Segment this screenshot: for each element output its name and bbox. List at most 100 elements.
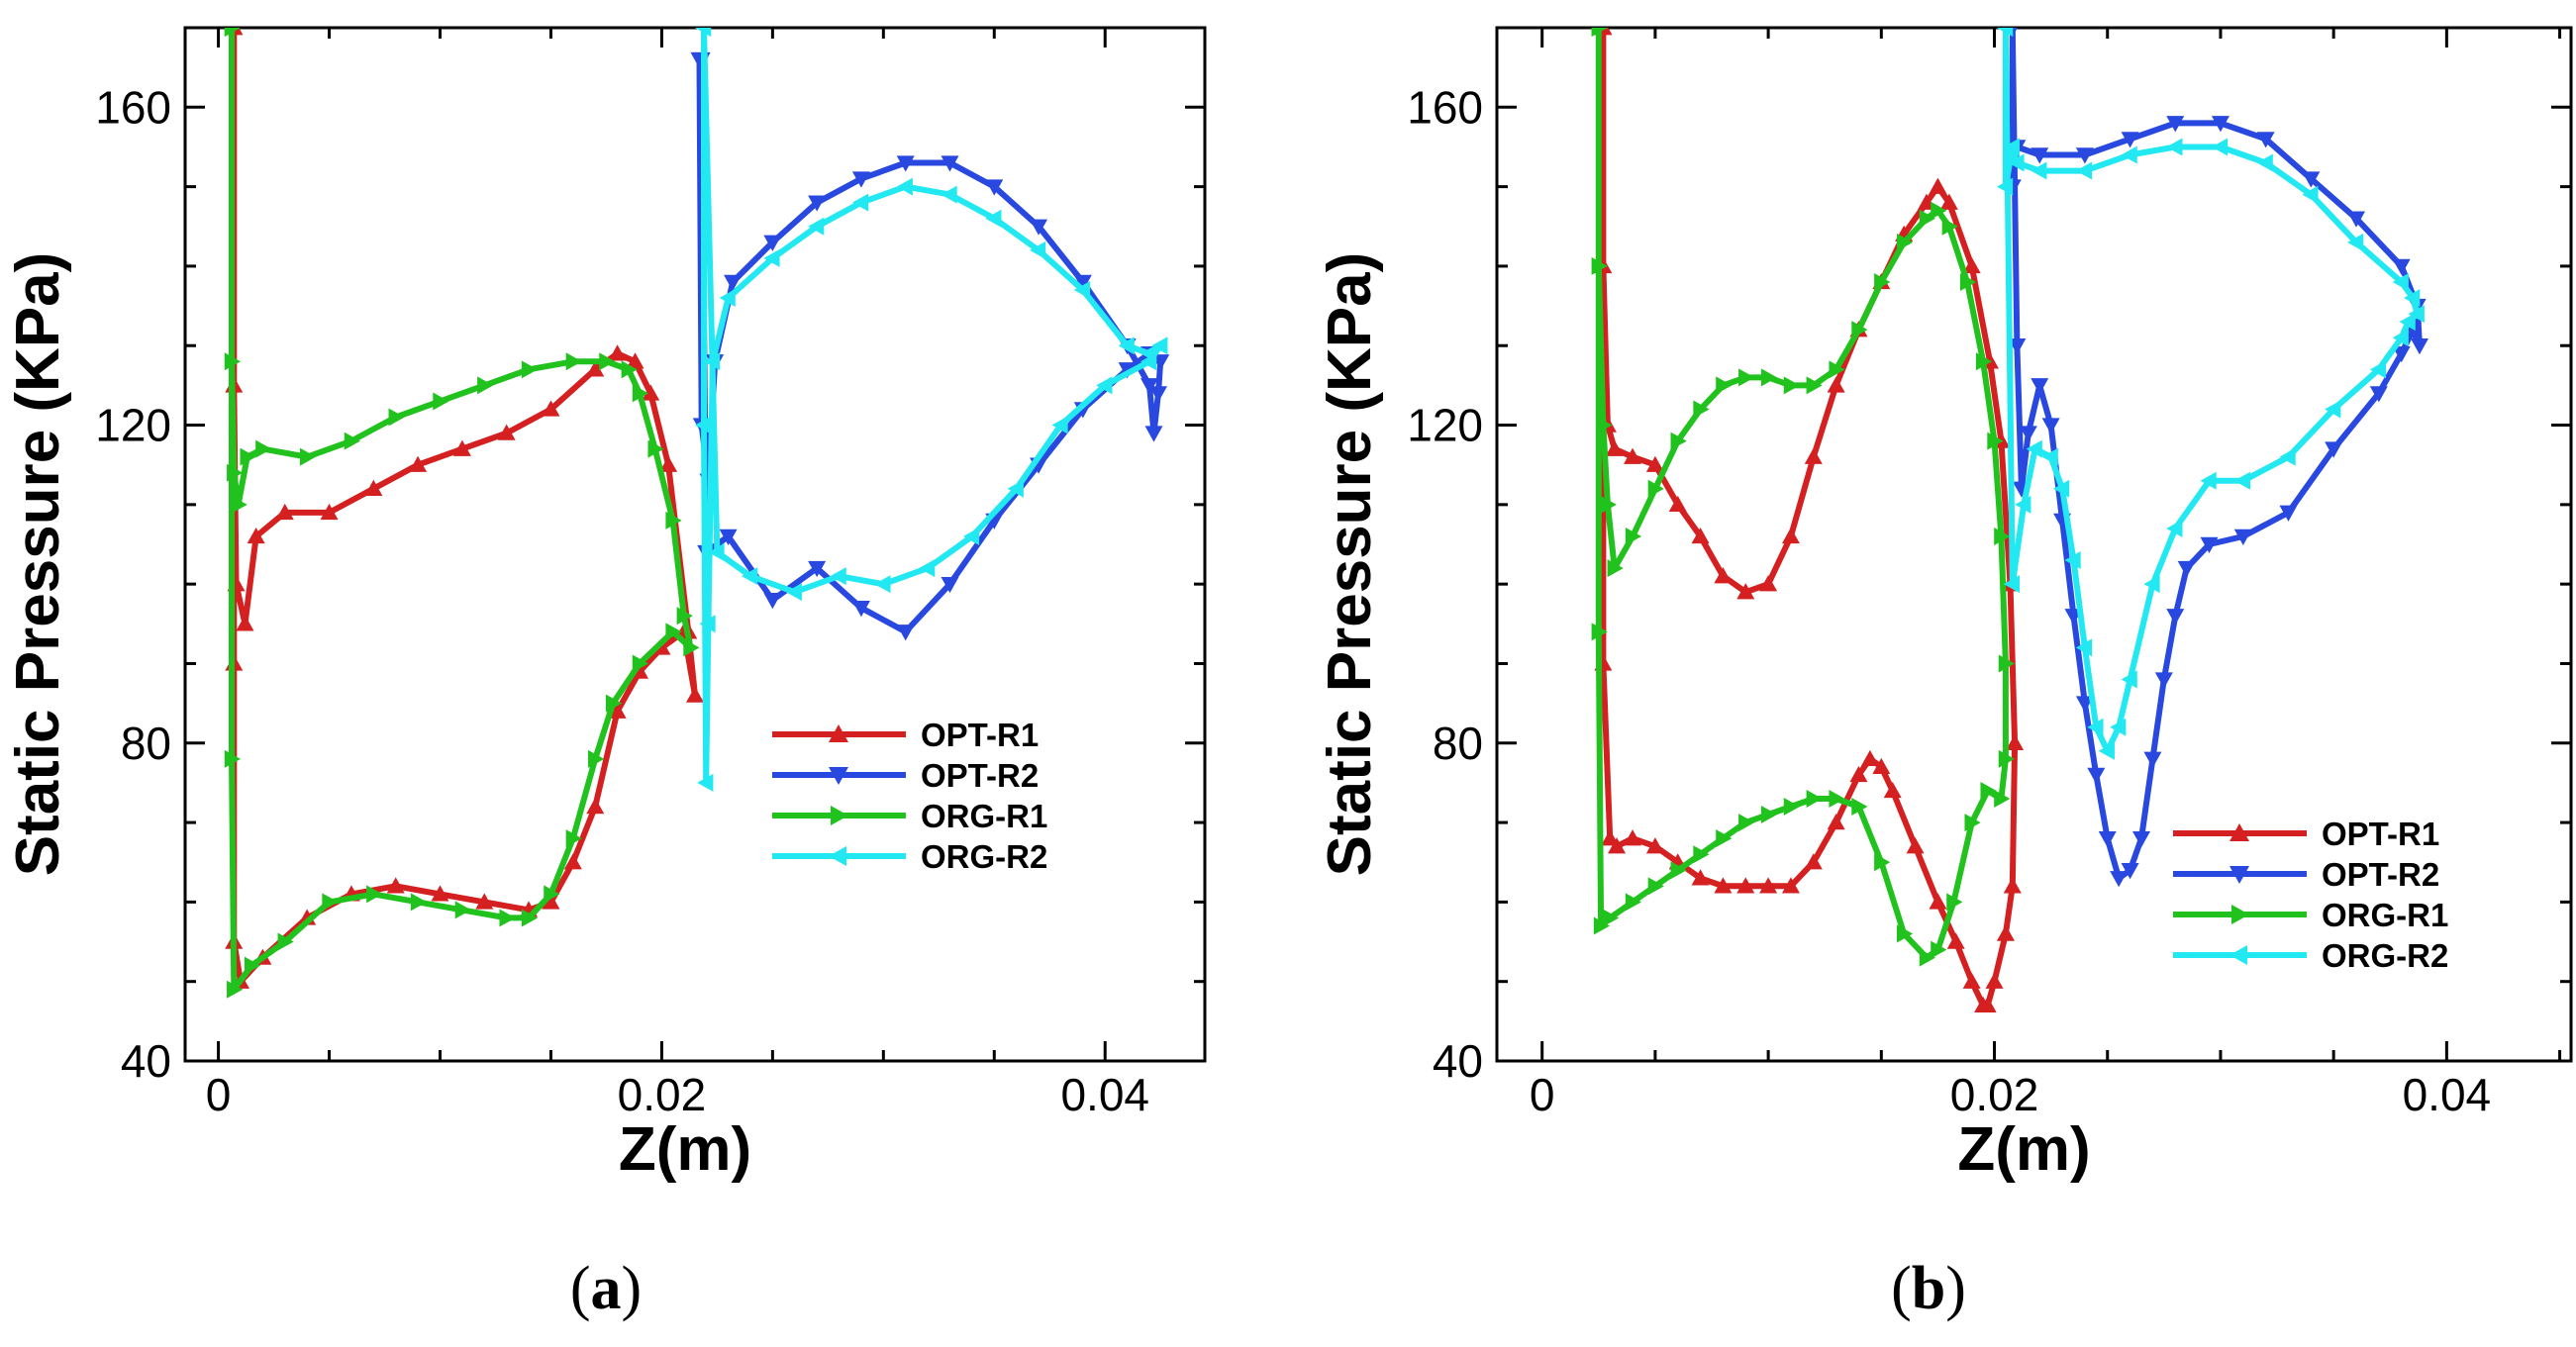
data-point-org-r2: [1007, 479, 1024, 498]
data-point-org-r2: [719, 289, 736, 308]
y-tick-label: 40: [121, 1035, 171, 1087]
data-point-org-r1: [1998, 654, 2015, 673]
data-point-org-r2: [1151, 337, 1168, 355]
data-point-org-r2: [763, 248, 780, 267]
legend-marker-opt-r2: [2229, 866, 2249, 884]
data-point-opt-r2: [2098, 830, 2117, 848]
data-point-opt-r1: [652, 638, 671, 655]
data-point-opt-r2: [941, 576, 959, 594]
data-point-opt-r1: [1872, 757, 1891, 775]
data-point-org-r1: [322, 893, 339, 912]
panel-a: 0 0.02 0.04 40 80 120 160 Z(m) Static Pressure (…: [4, 26, 1207, 1322]
data-point-org-r1: [521, 909, 539, 927]
data-point-org-r1: [683, 638, 700, 657]
data-point-org-r1: [1829, 789, 1845, 808]
data-point-opt-r1: [1974, 996, 1993, 1012]
data-point-org-r2: [703, 352, 721, 371]
data-point-opt-r1: [1804, 853, 1823, 870]
data-point-org-r1: [599, 352, 616, 371]
x-tick-label: 0.04: [2403, 1069, 2492, 1120]
legend-marker-opt-r1: [2229, 823, 2249, 841]
data-point-opt-r1: [1645, 455, 1664, 472]
y-tick-label: 120: [1407, 400, 1483, 451]
y-tick-label: 80: [121, 718, 171, 769]
data-point-org-r2: [2143, 575, 2160, 594]
data-point-opt-r2: [2110, 871, 2129, 888]
data-point-opt-r1: [1849, 765, 1868, 783]
data-point-opt-r1: [1929, 177, 1947, 194]
data-point-org-r2: [2256, 153, 2273, 172]
data-point-org-r2: [2031, 161, 2047, 180]
legend: OPT-R1 OPT-R2 ORG-R1 ORG-R2: [772, 717, 1047, 875]
legend-marker-org-r2: [829, 846, 846, 866]
data-point-opt-r1: [1860, 749, 1879, 767]
data-point-org-r1: [1829, 360, 1845, 379]
legend-marker-org-r2: [2229, 945, 2247, 965]
data-point-org-r1: [1607, 559, 1624, 578]
data-point-opt-r1: [2006, 733, 2025, 750]
data-point-org-r1: [244, 956, 261, 975]
y-tick-label: 120: [95, 400, 171, 451]
data-point-opt-r2: [2121, 863, 2139, 880]
data-point-org-r1: [1806, 789, 1823, 808]
data-point-org-r1: [1603, 909, 1620, 927]
data-point-opt-r1: [1736, 877, 1755, 894]
data-point-org-r1: [647, 439, 664, 458]
data-point-org-r1: [1874, 853, 1891, 872]
data-point-org-r2: [896, 177, 913, 196]
data-point-org-r1: [1851, 321, 1868, 339]
series-group: [224, 28, 1170, 999]
data-point-opt-r1: [1985, 972, 2004, 989]
x-tick-label: 0: [206, 1069, 232, 1120]
data-point-org-r1: [1931, 940, 1947, 959]
data-point-opt-r2: [896, 625, 915, 641]
data-point-opt-r1: [320, 503, 339, 521]
data-point-opt-r2: [2075, 147, 2094, 164]
data-point-org-r2: [2003, 575, 2020, 594]
legend-marker-opt-r2: [829, 767, 848, 785]
data-point-org-r2: [2008, 153, 2025, 172]
data-point-opt-r2: [1073, 274, 1092, 291]
plot-frame: [183, 26, 1207, 1063]
data-point-org-r2: [2098, 741, 2115, 760]
data-point-opt-r1: [1736, 583, 1755, 600]
data-point-org-r2: [2392, 272, 2409, 291]
data-point-opt-r1: [364, 479, 383, 496]
data-point-org-r2: [2166, 519, 2183, 537]
data-point-opt-r2: [763, 593, 782, 610]
data-point-opt-r1: [1929, 893, 1947, 910]
data-point-org-r2: [808, 217, 825, 236]
x-axis-title: Z(m): [619, 1115, 751, 1184]
x-axis-title: Z(m): [1957, 1115, 2090, 1184]
data-point-org-r1: [1874, 272, 1891, 291]
data-point-org-r2: [1051, 416, 1068, 434]
data-point-org-r1: [277, 932, 294, 951]
series-line-opt-r2: [696, 56, 1164, 635]
data-point-org-r2: [2211, 138, 2229, 156]
data-point-org-r1: [1596, 416, 1613, 434]
data-point-opt-r2: [2325, 441, 2343, 458]
data-point-opt-r1: [542, 893, 560, 910]
data-point-opt-r2: [2392, 346, 2411, 363]
legend: OPT-R1 OPT-R2 ORG-R1 ORG-R2: [2173, 816, 2448, 974]
data-point-org-r2: [694, 416, 712, 434]
data-point-org-r2: [2325, 400, 2341, 419]
data-point-org-r1: [240, 447, 256, 466]
data-point-org-r1: [224, 352, 242, 371]
data-point-opt-r2: [2347, 211, 2365, 228]
data-point-opt-r1: [1601, 829, 1620, 846]
data-point-org-r1: [1998, 749, 2015, 768]
data-point-opt-r1: [1996, 924, 2015, 941]
data-point-org-r1: [1670, 432, 1687, 450]
data-point-org-r1: [224, 749, 242, 768]
data-point-org-r2: [851, 193, 869, 212]
panel-caption-letter: a: [591, 1255, 622, 1322]
data-point-opt-r1: [409, 455, 428, 472]
data-point-org-r1: [1980, 781, 1997, 800]
data-point-org-r2: [830, 567, 846, 586]
series-line-org-r1: [229, 28, 694, 993]
data-point-org-r1: [1931, 201, 1947, 220]
data-point-org-r1: [565, 829, 582, 848]
data-point-opt-r1: [1624, 829, 1642, 846]
y-tick-label: 40: [1433, 1035, 1483, 1087]
